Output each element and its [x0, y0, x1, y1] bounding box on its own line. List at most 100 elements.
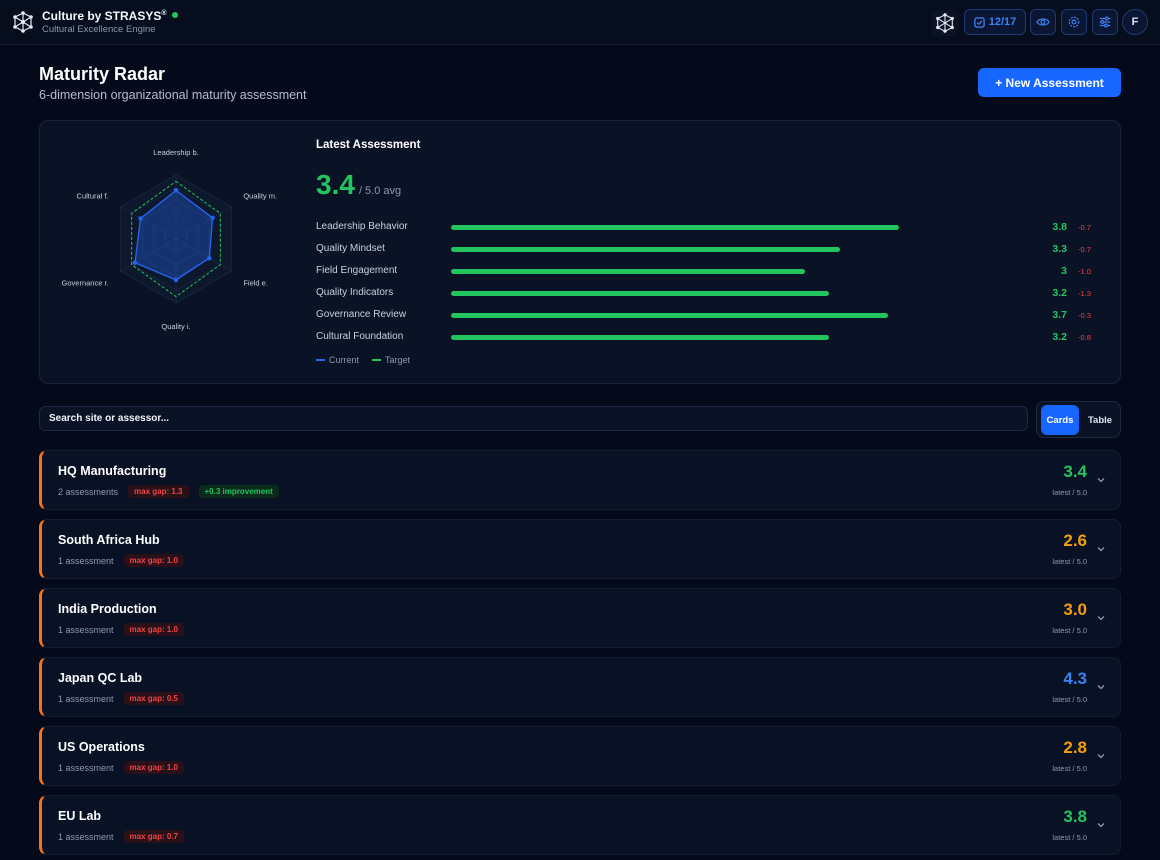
- status-dot: [171, 12, 178, 18]
- site-meta: 1 assessment max gap: 1.0: [58, 623, 184, 636]
- dimension-gap: -0.7: [1078, 223, 1091, 232]
- app-title: Culture by STRASYS®: [42, 9, 178, 23]
- site-card[interactable]: EU Lab 1 assessment max gap: 0.7 3.8 latest …: [39, 795, 1121, 855]
- site-card[interactable]: India Production 1 assessment max gap: 1.0…: [39, 588, 1121, 648]
- site-score: 3.0: [1063, 600, 1087, 619]
- radar-axis-label: Leadership b.: [153, 149, 198, 157]
- site-name: EU Lab: [58, 809, 102, 823]
- dimension-label: Governance Review: [316, 309, 407, 320]
- dimension-row: Governance Review 3.7 -0.3: [316, 305, 1091, 327]
- maturity-radar-chart: Leadership b. Quality m. Field e. Quality i…: [62, 149, 278, 331]
- network-logo-icon: [13, 11, 33, 33]
- legend-target-swatch: [372, 359, 382, 361]
- dimension-score: 3.2: [1052, 287, 1067, 299]
- table-view-button[interactable]: Table: [1087, 414, 1113, 426]
- dimension-score: 3.7: [1052, 309, 1067, 321]
- network-button[interactable]: [932, 10, 958, 36]
- site-card[interactable]: Japan QC Lab 1 assessment max gap: 0.5 4.3 l…: [39, 657, 1121, 717]
- task-progress-button[interactable]: 12/17: [964, 9, 1026, 35]
- chevron-down-icon[interactable]: [1095, 681, 1107, 693]
- dimension-label: Cultural Foundation: [316, 331, 404, 342]
- eye-icon: [1036, 18, 1050, 26]
- chevron-down-icon[interactable]: [1095, 612, 1107, 624]
- radar-current-point: [132, 260, 138, 265]
- site-card[interactable]: US Operations 1 assessment max gap: 1.0 2.8…: [39, 726, 1121, 786]
- site-score-caption: latest / 5.0: [1052, 833, 1087, 842]
- site-score-caption: latest / 5.0: [1052, 626, 1087, 635]
- view-toggle: Cards Table: [1036, 401, 1121, 438]
- site-score-caption: latest / 5.0: [1052, 488, 1087, 497]
- dimension-bar-track: [451, 269, 1041, 274]
- dimension-bar: [451, 291, 829, 296]
- radar-current-point: [206, 255, 212, 261]
- page-title: Maturity Radar: [39, 64, 166, 84]
- dimension-list: Leadership Behavior 3.8 -0.7 Quality Mindse…: [316, 217, 1091, 349]
- dimension-gap: -0.3: [1078, 311, 1091, 320]
- site-score: 4.3: [1063, 669, 1087, 688]
- app-subtitle: Cultural Excellence Engine: [42, 24, 156, 35]
- max-gap-badge: max gap: 1.0: [123, 554, 184, 567]
- assessment-count: 1 assessment: [58, 693, 114, 704]
- radar-axis-label: Cultural f.: [77, 192, 109, 201]
- max-gap-badge: max gap: 1.0: [123, 761, 184, 774]
- site-card[interactable]: HQ Manufacturing 2 assessments max gap: 1.…: [39, 450, 1121, 510]
- site-score: 3.8: [1063, 807, 1087, 826]
- dimension-label: Field Engagement: [316, 265, 398, 276]
- chevron-down-icon[interactable]: [1095, 750, 1107, 762]
- legend-target: Target: [372, 355, 410, 365]
- legend-target-label: Target: [385, 355, 411, 365]
- radar-axis-label: Field e.: [243, 279, 268, 288]
- cards-view-button[interactable]: Cards: [1041, 405, 1079, 435]
- max-gap-badge: max gap: 1.0: [123, 623, 184, 636]
- radar-current-point: [173, 277, 179, 283]
- dimension-row: Cultural Foundation 3.2 -0.8: [316, 327, 1091, 349]
- site-name: HQ Manufacturing: [58, 464, 167, 478]
- latest-assessment-panel: Leadership b. Quality m. Field e. Quality i…: [39, 120, 1121, 384]
- average-score: 3.4/ 5.0 avg: [316, 169, 401, 201]
- filters-button[interactable]: [1092, 9, 1118, 35]
- average-suffix: / 5.0 avg: [358, 185, 402, 197]
- dimension-bar: [451, 247, 841, 252]
- site-score-caption: latest / 5.0: [1052, 764, 1087, 773]
- dimension-score: 3.3: [1052, 243, 1067, 255]
- dimension-bar-track: [451, 291, 1041, 296]
- view-button[interactable]: [1030, 9, 1056, 35]
- site-card[interactable]: South Africa Hub 1 assessment max gap: 1.0…: [39, 519, 1121, 579]
- dimension-row: Quality Mindset 3.3 -0.7: [316, 239, 1091, 261]
- chevron-down-icon[interactable]: [1095, 819, 1107, 831]
- settings-button[interactable]: [1061, 9, 1087, 35]
- radar-legend: Current Target: [316, 355, 410, 365]
- max-gap-badge: max gap: 1.3: [128, 485, 189, 498]
- dimension-bar: [451, 269, 805, 274]
- top-bar: Culture by STRASYS® Cultural Excellence …: [0, 0, 1160, 45]
- search-input[interactable]: Search site or assessor...: [39, 406, 1028, 431]
- radar-current-point: [138, 216, 143, 221]
- assessment-count: 1 assessment: [58, 555, 114, 566]
- dimension-row: Leadership Behavior 3.8 -0.7: [316, 217, 1091, 239]
- legend-current-label: Current: [329, 355, 360, 365]
- site-name: Japan QC Lab: [58, 671, 143, 685]
- assessment-count: 2 assessments: [58, 486, 119, 497]
- dimension-label: Quality Indicators: [316, 287, 394, 298]
- gear-icon: [1068, 16, 1080, 28]
- site-meta: 1 assessment max gap: 0.5: [58, 692, 184, 705]
- dimension-bar-track: [451, 335, 1041, 340]
- radar-axis: [175, 238, 232, 272]
- site-meta: 1 assessment max gap: 1.0: [58, 554, 184, 567]
- site-meta: 1 assessment max gap: 0.7: [58, 830, 184, 843]
- chevron-down-icon[interactable]: [1095, 474, 1107, 486]
- improvement-badge: +0.3 improvement: [198, 485, 279, 498]
- site-score: 2.8: [1063, 738, 1087, 757]
- network-icon: [936, 13, 954, 33]
- user-avatar[interactable]: F: [1122, 9, 1148, 35]
- assessment-count: 1 assessment: [58, 831, 114, 842]
- radar-axis: [175, 206, 232, 240]
- chevron-down-icon[interactable]: [1095, 543, 1107, 555]
- registered-mark: ®: [161, 10, 167, 17]
- page-subtitle: 6-dimension organizational maturity asse…: [39, 88, 307, 102]
- dimension-bar: [451, 225, 900, 230]
- new-assessment-button[interactable]: + New Assessment: [978, 68, 1121, 97]
- site-score: 2.6: [1063, 531, 1087, 550]
- dimension-row: Quality Indicators 3.2 -1.3: [316, 283, 1091, 305]
- assessment-count: 1 assessment: [58, 762, 114, 773]
